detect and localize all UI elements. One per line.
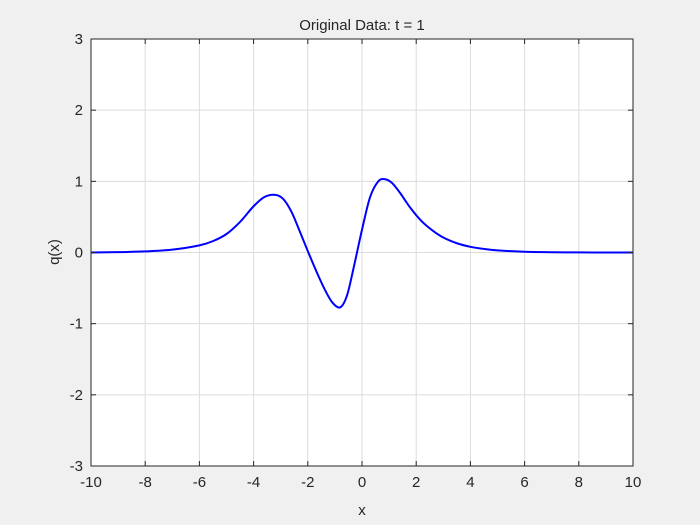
x-tick-label: -2 [301,474,314,491]
x-tick-label: 2 [412,474,420,491]
series-line [90,177,634,309]
y-tick-label: -2 [70,387,83,404]
x-tick-label: -4 [247,474,260,491]
x-tick-label: 6 [520,474,528,491]
x-tick-label: 10 [625,474,642,491]
x-axis-label: x [358,502,366,519]
y-tick-label: 1 [75,173,83,190]
x-tick-label: 4 [466,474,474,491]
x-tick-label: -8 [139,474,152,491]
x-tick-label: -10 [80,474,102,491]
series-layer [90,177,634,309]
x-tick-label: 0 [358,474,366,491]
y-tick-label: -1 [70,316,83,333]
y-tick-label: -3 [70,458,83,475]
y-axis-label: q(x) [46,239,63,265]
x-tick-label: 8 [575,474,583,491]
x-tick-label: -6 [193,474,206,491]
y-tick-label: 3 [75,31,83,48]
y-tick-label: 0 [75,245,83,262]
y-tick-label: 2 [75,102,83,119]
chart-title: Original Data: t = 1 [299,17,424,34]
